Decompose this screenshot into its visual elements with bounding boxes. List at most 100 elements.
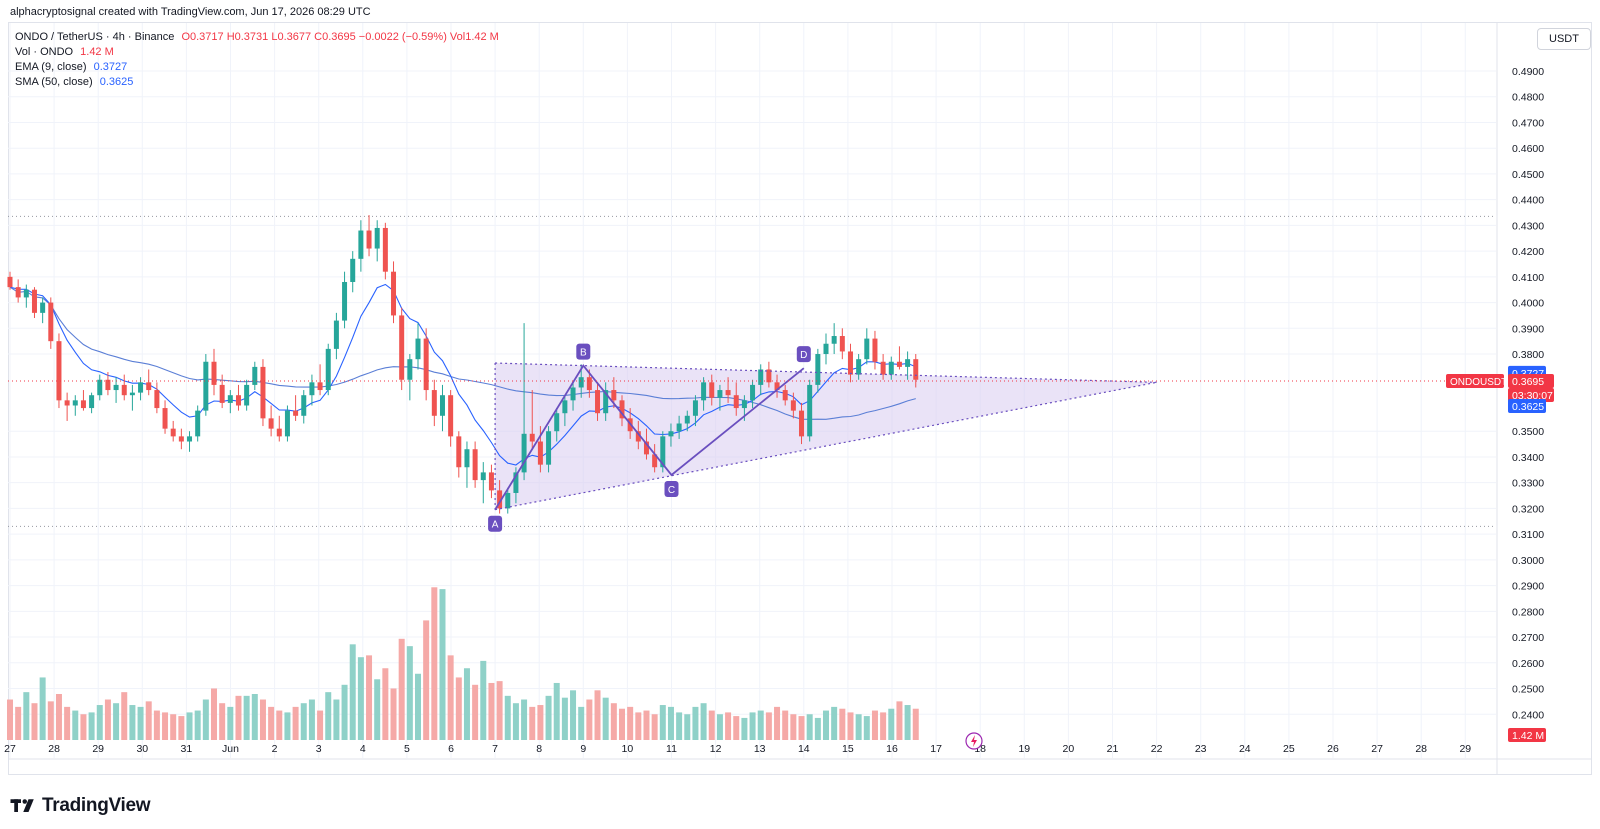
candle [619,395,625,427]
volume-bar [325,692,332,740]
candle-body [244,384,250,406]
time-tick-label: 25 [1283,743,1295,755]
candle-body [701,382,707,401]
candle [40,297,46,324]
tradingview-branding[interactable]: TradingView [10,794,151,818]
candle [807,379,813,442]
candle-body [162,408,168,429]
volume-bar [227,706,234,740]
pattern-point-labels[interactable]: A B C D [488,343,983,750]
abcd-pattern-line[interactable] [494,364,805,511]
volume-bar [463,668,470,740]
legend-symbol[interactable]: ONDO / TetherUS · 4h · Binance O0.3717 H… [15,30,499,45]
pattern-lines[interactable] [494,362,1157,511]
legend-sma[interactable]: SMA (50, close) 0.3625 [15,75,499,90]
price-tick-label: 0.4600 [1512,143,1544,155]
price-tick-label: 0.2700 [1512,632,1544,644]
candle [856,354,862,380]
triangle-lower-line[interactable] [494,381,1157,511]
candle-body [660,436,666,468]
candle-body [741,400,747,409]
volume-tag-bg [1508,728,1546,742]
pattern-point-badge [576,343,591,360]
candle-body [195,410,201,437]
candle [701,377,707,411]
chart-legend[interactable]: ONDO / TetherUS · 4h · Binance O0.3717 H… [15,30,499,90]
candle-body [187,436,193,442]
lightning-icon[interactable] [965,732,983,750]
time-tick-label: 8 [536,743,542,755]
legend-ohlc-values: O0.3717 H0.3731 L0.3677 C0.3695 −0.0022 … [181,31,499,43]
candle-body [276,428,282,437]
volume-bar [627,706,634,740]
candle-body [211,361,217,385]
candle [146,369,152,396]
moving-averages [9,283,917,466]
time-tick-label: 4 [360,743,366,755]
candle-body [448,395,454,437]
candles [7,215,919,514]
volume-tag: 1.42 M [1508,728,1546,742]
time-tick-label: 17 [930,743,942,755]
pattern-point-badge [796,346,811,363]
candle-body [23,289,29,298]
ema-9-line[interactable] [9,283,917,466]
triangle-pattern[interactable] [495,363,1157,510]
pattern-point-a[interactable]: A [488,515,503,532]
candle-body [89,395,95,409]
candle-body [847,351,853,375]
price-tick-label: 0.4200 [1512,246,1544,258]
price-tick-label: 0.2600 [1512,658,1544,670]
candle-body [391,271,397,316]
candle [48,297,54,349]
candle [799,402,805,445]
chart-credit: alphacryptosignal created with TradingVi… [10,6,371,18]
time-tick-label: 2 [272,743,278,755]
candle-body [252,366,258,385]
price-tick-label: 0.3100 [1512,529,1544,541]
candle-body [807,384,813,437]
candle [815,348,821,393]
sma-50-line[interactable] [9,286,916,420]
volume-bar [47,701,54,740]
volume-bar [80,714,87,740]
time-axis[interactable]: 27 28 29 30 31 Jun 2 3 4 5 6 7 8 9 10 11 12 13 14 15 16 17 18 1… [4,743,1471,755]
legend-volume-label: Vol · ONDO [15,46,74,58]
candle [154,382,160,414]
currency-unit-button[interactable]: USDT [1537,28,1591,50]
candle [64,392,70,421]
legend-volume[interactable]: Vol · ONDO 1.42 M [15,45,499,60]
candle-body [382,227,388,272]
pattern-point-b[interactable]: B [576,343,591,360]
candle-body [284,410,290,437]
price-axis[interactable]: 0.4900 0.4800 0.4700 0.4600 0.4500 0.4400 0.43… [1512,66,1544,721]
time-tick-label: 15 [842,743,854,755]
candle-body [799,410,805,437]
volume-bar [496,681,503,740]
candle-body [293,410,299,416]
pattern-point-d[interactable]: D [796,346,811,363]
legend-ema[interactable]: EMA (9, close) 0.3727 [15,60,499,75]
volume-bar [855,714,862,740]
time-tick-label: 11 [666,743,677,755]
candle [839,328,845,360]
volume-bar [774,706,781,740]
pattern-point-letter: A [492,520,499,531]
volume-bar [431,587,438,740]
time-tick-label: 18 [974,743,986,755]
candle [823,333,829,365]
candle [97,374,103,401]
triangle-fill[interactable] [495,363,1157,510]
price-tick-label: 0.3900 [1512,323,1544,335]
candle [72,395,78,416]
candle [178,428,184,450]
volume-bar [259,699,266,740]
pattern-point-c[interactable]: C [664,480,679,497]
candle-body [203,361,209,411]
symbol-name-tag-text: ONDOUSDT [1450,377,1507,388]
candle [709,374,715,406]
volume-bar [137,706,144,740]
triangle-upper-line[interactable] [495,362,1157,383]
